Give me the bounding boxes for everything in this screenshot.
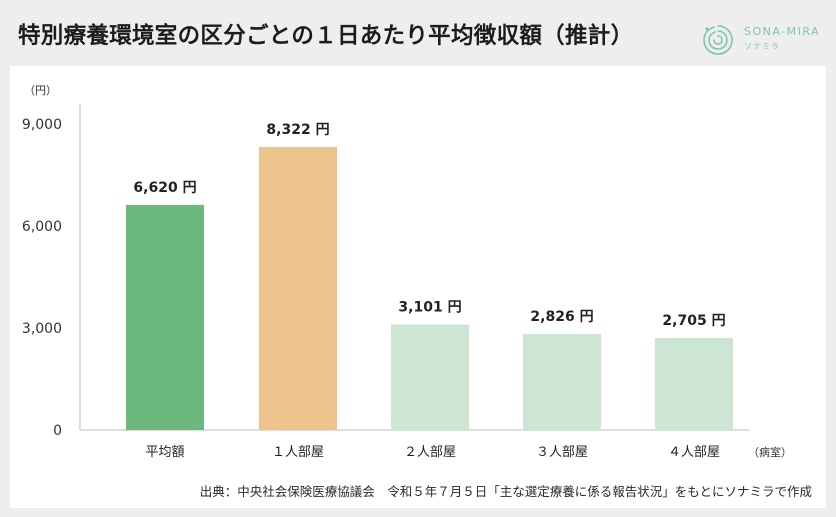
y-tick-label: 0 — [53, 423, 62, 439]
bar-2 — [259, 147, 337, 430]
spiral-logo-icon — [703, 25, 733, 55]
y-tick-label: 9,000 — [22, 117, 62, 133]
y-tick-label: 3,000 — [22, 321, 62, 337]
bar-4 — [523, 333, 601, 430]
bar-3 — [391, 324, 469, 430]
data-label: 6,620 円 — [133, 180, 196, 196]
brand-subtitle: ソナミラ — [744, 42, 780, 51]
x-tick-label: 平均額 — [145, 445, 184, 460]
x-axis-unit-label: （病室） — [748, 445, 792, 459]
source-note: 出典：中央社会保険医療協議会 令和５年７月５日「主な選定療養に係る報告状況」をも… — [199, 484, 812, 499]
x-tick-label: ２人部屋 — [404, 445, 456, 460]
x-tick-label: ３人部屋 — [536, 445, 588, 460]
y-tick-label: 6,000 — [22, 219, 62, 235]
brand-name: SONA-MIRA — [744, 25, 821, 38]
data-label: 3,101 円 — [398, 300, 461, 316]
brand-logo: SONA-MIRA ソナミラ — [700, 22, 824, 58]
page-title: 特別療養環境室の区分ごとの１日あたり平均徴収額（推計） — [18, 23, 634, 49]
x-tick-label: ４人部屋 — [668, 445, 720, 460]
y-axis-unit-label: （円） — [24, 84, 57, 97]
chart-panel: （円） 0 3,000 6,000 9,000 6,620 円平均額 8,322 円 １人部屋… — [10, 66, 826, 508]
data-label: 2,826 円 — [530, 309, 593, 325]
data-label: 8,322 円 — [266, 122, 329, 138]
x-tick-label: １人部屋 — [272, 445, 324, 460]
bar-5 — [655, 338, 733, 430]
bar-1 — [126, 204, 204, 430]
data-label: 2,705 円 — [662, 313, 725, 329]
